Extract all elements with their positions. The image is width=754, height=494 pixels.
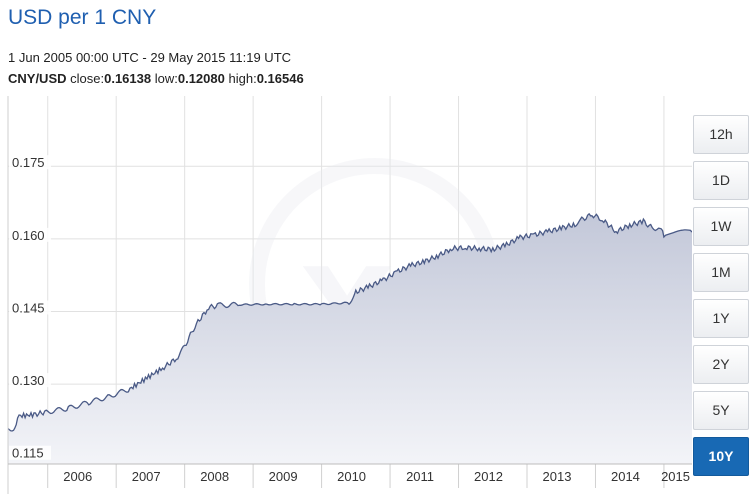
date-range: 1 Jun 2005 00:00 UTC - 29 May 2015 11:19… [8,50,292,65]
range-button-1w[interactable]: 1W [693,207,749,246]
area-fill [8,213,692,464]
close-value: 0.16138 [104,71,152,86]
x-tick-label: 2013 [543,469,572,484]
range-button-group: 12h 1D 1W 1M 1Y 2Y 5Y 10Y [693,115,749,483]
high-value: 0.16546 [256,71,304,86]
range-button-10y[interactable]: 10Y [693,437,749,476]
x-tick-label: 2009 [269,469,298,484]
y-tick-bg [9,300,51,315]
y-tick-bg [9,155,51,170]
y-tick-label: 0.175 [12,155,45,170]
x-tick-label: 2006 [63,469,92,484]
x-tick-label: 2015 [661,469,690,484]
y-tick-label: 0.145 [12,300,45,315]
range-button-5y[interactable]: 5Y [693,391,749,430]
y-tick-label: 0.130 [12,373,45,388]
low-value: 0.12080 [177,71,225,86]
x-tick-label: 2011 [406,469,434,484]
pair-label: CNY/USD [8,71,67,86]
x-tick-label: 2008 [200,469,229,484]
x-tick-label: 2014 [611,469,640,484]
y-tick-label: 0.160 [12,228,45,243]
range-button-1y[interactable]: 1Y [693,299,749,338]
y-axis-ticks: 0.115 0.130 0.145 0.160 0.175 [9,155,51,461]
range-button-1m[interactable]: 1M [693,253,749,292]
high-label: high: [228,71,257,86]
x-axis-ticks: 2006 2007 2008 2009 2010 2011 2012 2013 2014 2015 [47,464,690,488]
range-button-2y[interactable]: 2Y [693,345,749,384]
x-tick-label: 2012 [474,469,503,484]
chart-title: USD per 1 CNY [8,6,157,29]
range-button-12h[interactable]: 12h [693,115,749,154]
rate-line [7,212,692,432]
low-label: low: [154,71,178,86]
y-tick-bg [9,445,51,460]
y-tick-bg [9,227,51,242]
range-button-1d[interactable]: 1D [693,161,749,200]
pair-stats: CNY/USD close:0.16138 low:0.12080 high:0… [8,71,304,86]
x-tick-label: 2007 [132,469,161,484]
y-tick-label: 0.115 [12,446,44,461]
x-tick-label: 2010 [337,469,366,484]
y-tick-bg [9,373,51,388]
close-label: close: [70,71,105,86]
